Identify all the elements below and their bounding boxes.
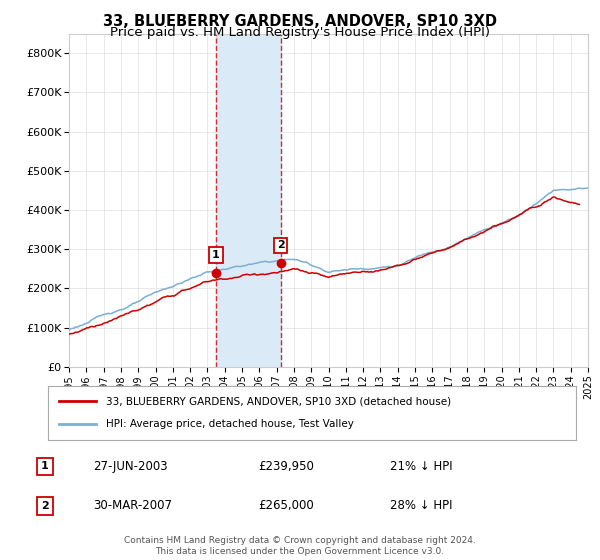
Text: 2: 2: [41, 501, 49, 511]
Bar: [216, 34, 281, 367]
Text: 33, BLUEBERRY GARDENS, ANDOVER, SP10 3XD: 33, BLUEBERRY GARDENS, ANDOVER, SP10 3XD: [103, 14, 497, 29]
Text: £265,000: £265,000: [258, 499, 314, 512]
Text: 21% ↓ HPI: 21% ↓ HPI: [390, 460, 452, 473]
Text: 30-MAR-2007: 30-MAR-2007: [93, 499, 172, 512]
Text: 28% ↓ HPI: 28% ↓ HPI: [390, 499, 452, 512]
Text: Contains HM Land Registry data © Crown copyright and database right 2024.
This d: Contains HM Land Registry data © Crown c…: [124, 536, 476, 556]
Text: 1: 1: [41, 461, 49, 472]
Text: 1: 1: [212, 250, 220, 260]
Text: 27-JUN-2003: 27-JUN-2003: [93, 460, 167, 473]
Text: HPI: Average price, detached house, Test Valley: HPI: Average price, detached house, Test…: [106, 419, 354, 428]
Text: £239,950: £239,950: [258, 460, 314, 473]
Text: 33, BLUEBERRY GARDENS, ANDOVER, SP10 3XD (detached house): 33, BLUEBERRY GARDENS, ANDOVER, SP10 3XD…: [106, 396, 451, 407]
Text: Price paid vs. HM Land Registry's House Price Index (HPI): Price paid vs. HM Land Registry's House …: [110, 26, 490, 39]
Text: 2: 2: [277, 240, 284, 250]
